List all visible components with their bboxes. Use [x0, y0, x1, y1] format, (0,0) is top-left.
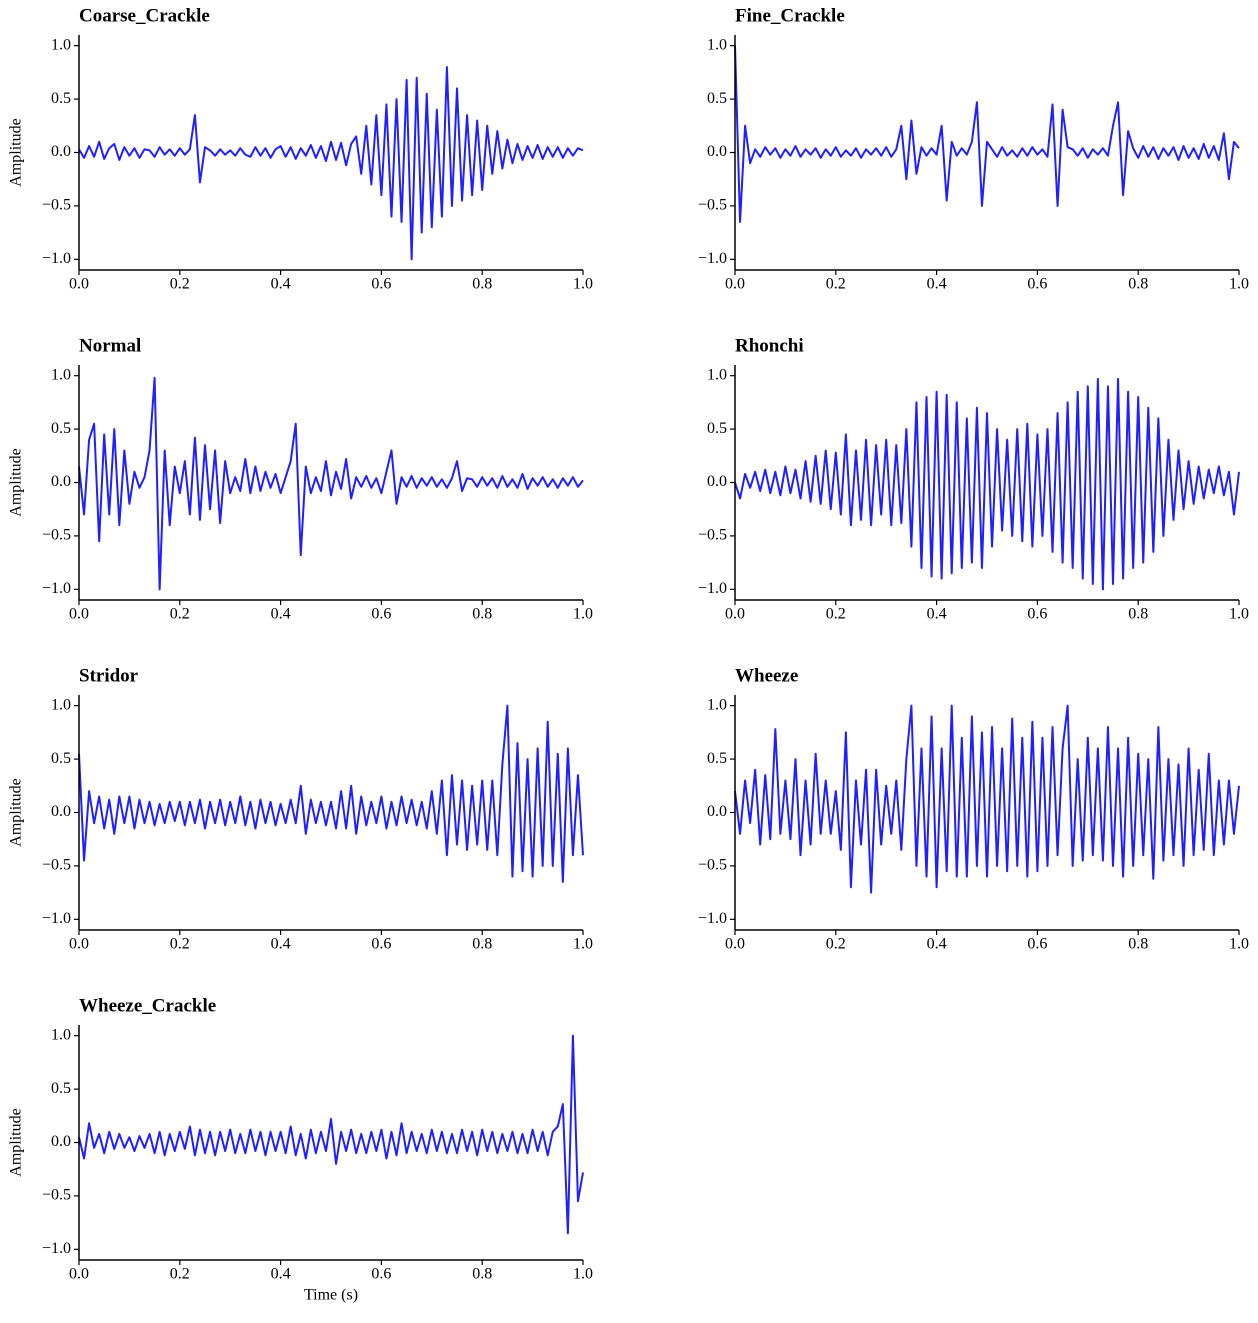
x-tick-label: 0.0 [69, 606, 89, 623]
y-tick-label: 1.0 [707, 366, 727, 383]
y-tick-label: 1.0 [51, 696, 71, 713]
waveform-line [734, 704, 1240, 894]
x-tick-label: 0.6 [371, 1266, 391, 1283]
x-tick-label: 0.2 [170, 606, 190, 623]
x-tick-label: 0.8 [1128, 936, 1148, 953]
x-tick-label: 0.4 [271, 276, 291, 293]
x-tick-label: 0.0 [69, 1266, 89, 1283]
x-tick-label: 0.0 [69, 276, 89, 293]
x-tick-label: 1.0 [1229, 276, 1249, 293]
x-tick-label: 0.4 [271, 1266, 291, 1283]
y-axis-label: Amplitude [8, 448, 25, 516]
x-tick-label: 0.8 [472, 606, 492, 623]
y-tick-label: 1.0 [707, 36, 727, 53]
subplot-title: Normal [79, 335, 141, 356]
y-tick-label: −1.0 [42, 580, 71, 597]
y-tick-label: −0.5 [42, 527, 71, 544]
y-tick-label: −0.5 [42, 857, 71, 874]
y-tick-label: 0.5 [51, 750, 71, 767]
waveform-line [78, 66, 584, 261]
y-axis-label: Amplitude [8, 1108, 25, 1176]
x-tick-label: 0.8 [1128, 606, 1148, 623]
x-tick-label: 1.0 [573, 606, 593, 623]
y-tick-label: −0.5 [42, 197, 71, 214]
x-tick-label: 0.6 [1027, 276, 1047, 293]
y-tick-label: −1.0 [698, 250, 727, 267]
y-tick-label: 0.0 [707, 803, 727, 820]
x-tick-label: 1.0 [573, 276, 593, 293]
waveform-line [78, 376, 584, 591]
y-axis-label: Amplitude [8, 778, 25, 846]
y-tick-label: −1.0 [42, 1240, 71, 1257]
y-tick-label: −0.5 [698, 197, 727, 214]
x-axis-label: Time (s) [304, 1287, 358, 1304]
y-tick-label: −1.0 [698, 910, 727, 927]
y-tick-label: 1.0 [51, 1026, 71, 1043]
x-tick-label: 0.0 [725, 276, 745, 293]
subplot-title: Rhonchi [735, 335, 804, 356]
y-tick-label: −1.0 [698, 580, 727, 597]
waveform-line [734, 45, 1240, 223]
x-tick-label: 0.4 [927, 936, 947, 953]
x-tick-label: 0.6 [1027, 606, 1047, 623]
y-tick-label: 0.5 [707, 420, 727, 437]
y-tick-label: 0.5 [51, 1080, 71, 1097]
x-tick-label: 0.8 [472, 936, 492, 953]
y-tick-label: 0.0 [51, 1133, 71, 1150]
y-tick-label: 0.0 [707, 143, 727, 160]
y-tick-label: 0.5 [51, 90, 71, 107]
x-tick-label: 0.0 [725, 936, 745, 953]
waveform-line [78, 704, 584, 883]
subplot-title: Wheeze [735, 665, 798, 686]
x-tick-label: 0.6 [1027, 936, 1047, 953]
waveform-line [78, 1034, 584, 1235]
x-tick-label: 0.2 [826, 606, 846, 623]
x-tick-label: 0.6 [371, 276, 391, 293]
subplot-title: Wheeze_Crackle [79, 995, 216, 1016]
y-tick-label: 1.0 [51, 366, 71, 383]
x-tick-label: 0.2 [170, 936, 190, 953]
y-tick-label: −1.0 [42, 250, 71, 267]
x-tick-label: 0.4 [271, 936, 291, 953]
x-tick-label: 1.0 [1229, 606, 1249, 623]
x-tick-label: 1.0 [573, 1266, 593, 1283]
y-tick-label: 0.0 [51, 803, 71, 820]
x-tick-label: 0.4 [271, 606, 291, 623]
waveform-line [734, 377, 1240, 591]
x-tick-label: 0.2 [170, 276, 190, 293]
x-tick-label: 0.2 [826, 276, 846, 293]
y-tick-label: −0.5 [698, 527, 727, 544]
x-tick-label: 0.0 [69, 936, 89, 953]
x-tick-label: 0.6 [371, 606, 391, 623]
y-tick-label: 0.0 [707, 473, 727, 490]
y-axis-label: Amplitude [8, 118, 25, 186]
x-tick-label: 0.2 [170, 1266, 190, 1283]
y-tick-label: 1.0 [51, 36, 71, 53]
y-tick-label: 0.5 [51, 420, 71, 437]
y-tick-label: 0.0 [51, 143, 71, 160]
y-tick-label: 0.5 [707, 90, 727, 107]
y-tick-label: −1.0 [42, 910, 71, 927]
y-tick-label: −0.5 [42, 1187, 71, 1204]
x-tick-label: 1.0 [1229, 936, 1249, 953]
x-tick-label: 0.6 [371, 936, 391, 953]
subplot-title: Stridor [79, 665, 139, 686]
y-tick-label: 0.0 [51, 473, 71, 490]
y-tick-label: 0.5 [707, 750, 727, 767]
x-tick-label: 1.0 [573, 936, 593, 953]
x-tick-label: 0.8 [472, 1266, 492, 1283]
x-tick-label: 0.4 [927, 606, 947, 623]
x-tick-label: 0.8 [1128, 276, 1148, 293]
subplot-title: Coarse_Crackle [79, 5, 210, 26]
subplot-title: Fine_Crackle [735, 5, 845, 26]
y-tick-label: 1.0 [707, 696, 727, 713]
x-tick-label: 0.8 [472, 276, 492, 293]
y-tick-label: −0.5 [698, 857, 727, 874]
x-tick-label: 0.0 [725, 606, 745, 623]
x-tick-label: 0.4 [927, 276, 947, 293]
x-tick-label: 0.2 [826, 936, 846, 953]
